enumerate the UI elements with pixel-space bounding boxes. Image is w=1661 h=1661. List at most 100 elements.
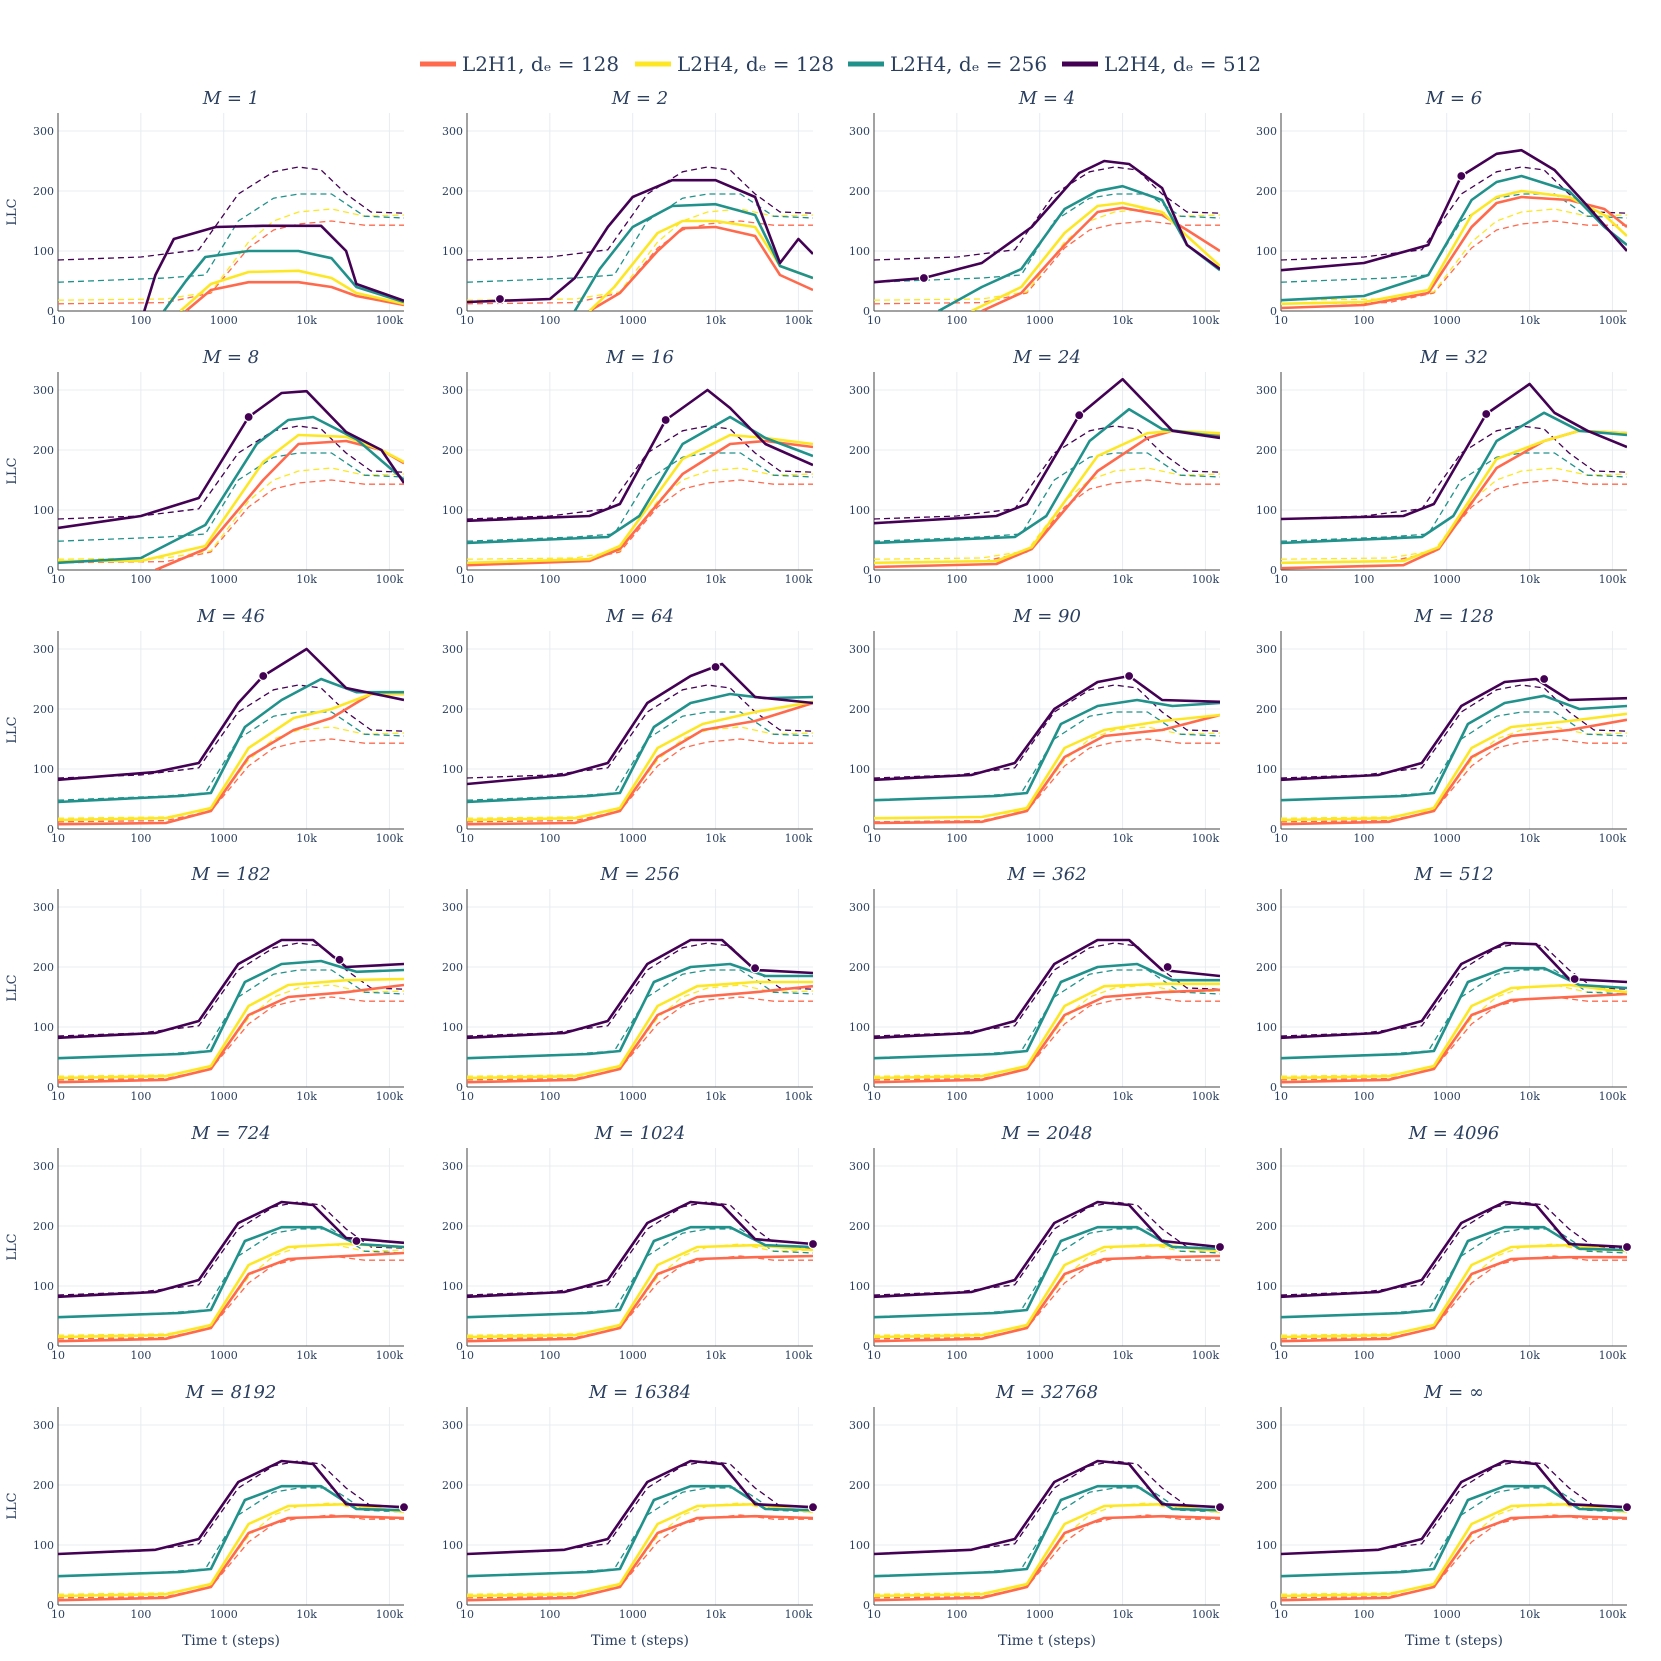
x-axis-label: Time t (steps) [1405, 1633, 1503, 1649]
y-tick-label: 100 [442, 245, 463, 258]
y-tick-label: 200 [442, 185, 463, 198]
series-line [1281, 1514, 1627, 1602]
x-tick-label: 100 [539, 1608, 560, 1621]
series-line [179, 269, 404, 311]
series-marker [1539, 673, 1550, 685]
reference-dashed-line [58, 193, 404, 283]
series-line [1281, 712, 1627, 822]
x-tick-label: 10 [460, 314, 474, 327]
y-tick-label: 0 [863, 305, 870, 318]
panel-title: M = 64 [605, 606, 674, 627]
x-tick-label: 10 [867, 1090, 881, 1103]
series-marker [1569, 973, 1580, 985]
x-tick-label: 100 [1353, 1349, 1374, 1362]
series-line [1281, 941, 1627, 1040]
x-tick-label: 100 [1353, 314, 1374, 327]
panel-title: M = 4096 [1408, 1123, 1500, 1144]
series-line [467, 433, 813, 565]
x-tick-label: 10 [1274, 314, 1288, 327]
x-tick-label: 100 [539, 314, 560, 327]
series-marker [1214, 1241, 1226, 1253]
y-axis-label: LLC [5, 974, 20, 1001]
x-tick-label: 10k [1112, 1608, 1133, 1621]
panel: 10 100 1000 10k 100k 0 100 200 300 M = 2048 [849, 1123, 1226, 1362]
plot-area [874, 159, 1220, 311]
y-tick-label: 0 [47, 305, 54, 318]
x-tick-label: 10k [1519, 832, 1540, 845]
x-tick-label: 1000 [619, 573, 647, 586]
x-tick-label: 100 [1353, 1608, 1374, 1621]
reference-dashed-line [58, 684, 404, 779]
reference-dashed-line [58, 220, 404, 305]
y-tick-label: 200 [1256, 1220, 1277, 1233]
series-line [874, 1200, 1220, 1299]
series-marker [1162, 961, 1173, 973]
x-tick-label: 100k [376, 1608, 404, 1621]
x-tick-label: 1000 [210, 314, 238, 327]
series-line [467, 938, 813, 1040]
y-tick-label: 300 [849, 1419, 870, 1432]
panel-title: M = 1024 [594, 1123, 686, 1144]
y-tick-label: 200 [1256, 703, 1277, 716]
x-tick-label: 10 [1274, 1090, 1288, 1103]
x-tick-label: 10k [1112, 314, 1133, 327]
reference-dashed-line [874, 193, 1220, 283]
x-tick-label: 100k [1599, 832, 1627, 845]
series-line [1281, 382, 1627, 521]
y-tick-label: 200 [849, 1479, 870, 1492]
plot-area [1281, 382, 1627, 570]
x-tick-label: 1000 [619, 1608, 647, 1621]
y-tick-label: 0 [1270, 1599, 1277, 1612]
y-tick-label: 0 [863, 564, 870, 577]
series-marker [807, 1238, 819, 1250]
y-tick-label: 300 [33, 1160, 54, 1173]
plot-area [874, 674, 1220, 825]
reference-dashed-line [58, 452, 404, 542]
x-tick-label: 10 [51, 1349, 65, 1362]
y-tick-label: 100 [33, 1539, 54, 1552]
y-tick-label: 300 [1256, 125, 1277, 138]
x-tick-label: 100k [376, 1349, 404, 1362]
plot-area [874, 1459, 1220, 1602]
y-tick-label: 300 [33, 1419, 54, 1432]
x-tick-label: 1000 [619, 832, 647, 845]
panel: 10 100 1000 10k 100k 0 100 200 300 M = 182 LLC [5, 864, 404, 1103]
panel-title: M = 90 [1012, 606, 1081, 627]
y-tick-label: 300 [849, 901, 870, 914]
panel-title: M = 46 [196, 606, 265, 627]
y-tick-label: 100 [849, 1021, 870, 1034]
x-tick-label: 10k [296, 1608, 317, 1621]
series-line [1281, 411, 1627, 545]
x-tick-label: 10 [1274, 1349, 1288, 1362]
x-tick-label: 10 [1274, 1608, 1288, 1621]
x-tick-label: 100 [130, 832, 151, 845]
series-marker [918, 272, 929, 284]
x-tick-label: 1000 [1026, 573, 1054, 586]
x-tick-label: 10k [705, 573, 726, 586]
x-tick-label: 1000 [210, 1608, 238, 1621]
x-tick-label: 1000 [1433, 573, 1461, 586]
panel: 10 100 1000 10k 100k 0 100 200 300 M = 128 [1256, 606, 1627, 845]
panel: 10 100 1000 10k 100k 0 100 200 300 M = 32 [1256, 347, 1627, 586]
y-tick-label: 100 [849, 1539, 870, 1552]
series-line [58, 959, 404, 1060]
plot-area [58, 1200, 404, 1343]
x-tick-label: 1000 [1026, 314, 1054, 327]
series-line [154, 439, 404, 570]
panel: 10 100 1000 10k 100k 0 100 200 300 M = 64 [442, 606, 813, 845]
reference-dashed-line [467, 467, 813, 560]
reference-dashed-line [58, 1243, 404, 1336]
y-tick-label: 0 [1270, 305, 1277, 318]
series-line [874, 713, 1220, 820]
x-tick-label: 1000 [619, 314, 647, 327]
series-line [874, 429, 1220, 569]
series-line [58, 1251, 404, 1343]
plot-area [1281, 1459, 1627, 1602]
x-tick-label: 10 [867, 314, 881, 327]
x-tick-label: 100k [376, 314, 404, 327]
reference-dashed-line [58, 738, 404, 823]
y-tick-label: 0 [1270, 1081, 1277, 1094]
x-tick-label: 100 [1353, 573, 1374, 586]
series-line [58, 692, 404, 826]
